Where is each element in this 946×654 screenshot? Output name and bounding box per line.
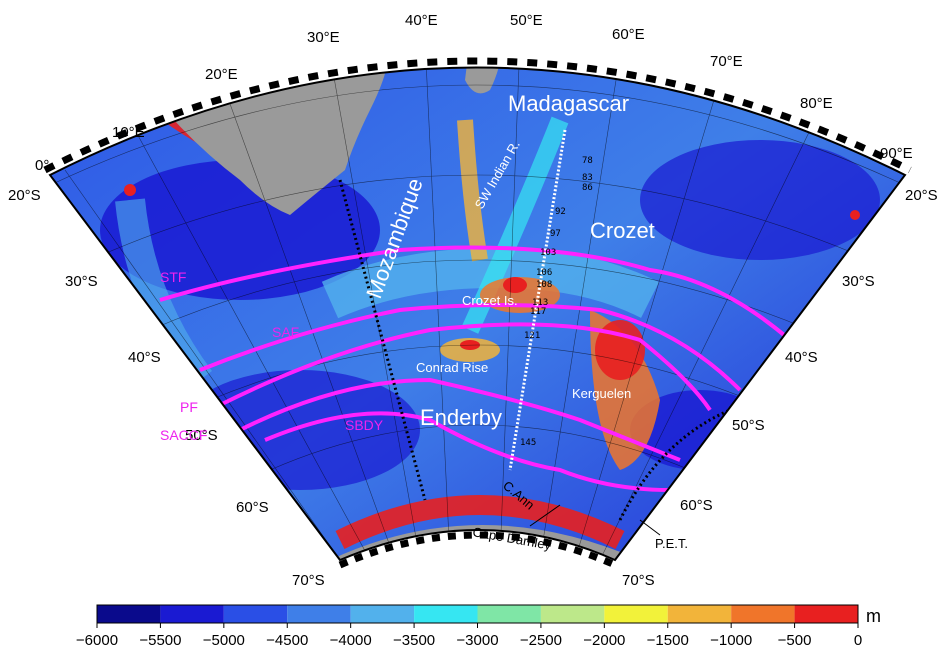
colorbar-segment (540, 605, 605, 623)
pf-label: PF (180, 399, 198, 415)
colorbar-tick-label: −1000 (710, 632, 752, 649)
pf-front (219, 322, 712, 412)
colorbar-segment (477, 605, 541, 623)
colorbar-tick-label: −5500 (139, 632, 181, 649)
track-num-106: 106 (536, 268, 552, 278)
lon-label-40: 40°E (405, 12, 438, 29)
graticule (50, 67, 905, 560)
colorbar-segment (604, 605, 668, 623)
track-num-83: 83 (582, 173, 593, 183)
colorbar-segment (731, 605, 795, 623)
colorbar-tick-label: 0 (854, 632, 862, 649)
colorbar-tick-label: −4500 (266, 632, 308, 649)
colorbar: −6000 −5500 −5000 −4500 −4000 −3500 −3000 −2500… (76, 604, 862, 649)
lon-label-10: 10°E (112, 124, 145, 141)
stf-label: STF (160, 269, 186, 285)
track-num-121: 121 (524, 331, 540, 341)
lat-left-20: 20°S (8, 187, 41, 204)
saccf-label: SACCF (160, 427, 207, 443)
colorbar-segment (667, 605, 732, 623)
map-frame (48, 66, 907, 562)
latitude-labels-left: 20°S 30°S 40°S 50°S 60°S 70°S (8, 187, 325, 589)
lat-right-20: 20°S (905, 187, 938, 204)
colorbar-tick-label: −2000 (583, 632, 625, 649)
lon-label-70: 70°E (710, 53, 743, 70)
track-num-117: 117 (530, 307, 546, 317)
colorbar-segment (97, 605, 161, 623)
colorbar-segment (160, 605, 224, 623)
latitude-labels-right: 20°S 30°S 40°S 50°S 60°S 70°S (622, 187, 938, 589)
saccf-front (239, 377, 681, 462)
longitude-labels: 0° 10°E 20°E 30°E 40°E 50°E 60°E 70°E 80… (35, 12, 913, 174)
track-num-108: 108 (536, 280, 552, 290)
saf-label: SAF (272, 324, 299, 340)
track-num-86: 86 (582, 183, 593, 193)
front-lines (159, 245, 792, 492)
stf-front (159, 245, 792, 342)
lon-label-30: 30°E (307, 29, 340, 46)
colorbar-tick-label: −4000 (330, 632, 372, 649)
sbdy-front (264, 411, 671, 492)
colorbar-segment (223, 605, 288, 623)
pet-pointer (639, 519, 661, 536)
colorbar-segment (287, 605, 351, 623)
lat-right-50: 50°S (732, 417, 765, 434)
sbdy-label: SBDY (345, 417, 384, 433)
track-numbers: 78 83 86 92 97 103 106 108 113 117 121 1… (520, 156, 593, 448)
track-num-103: 103 (540, 248, 556, 258)
ship-tracks (338, 129, 731, 521)
cape-darnley-pointer (529, 504, 561, 527)
madagascar-land (465, 67, 502, 94)
track-num-145: 145 (520, 438, 536, 448)
track-num-97: 97 (550, 229, 561, 239)
crozet-label: Crozet (590, 218, 655, 243)
saf-front (199, 303, 742, 392)
lat-left-30: 30°S (65, 273, 98, 290)
pet-label: P.E.T. (655, 536, 688, 551)
crozet-is-label: Crozet Is. (462, 293, 518, 308)
lat-right-30: 30°S (842, 273, 875, 290)
lat-left-60: 60°S (236, 499, 269, 516)
lon-label-0: 0° (35, 157, 49, 174)
indian-ridge-track (508, 129, 567, 471)
madagascar-label: Madagascar (508, 91, 629, 116)
lat-left-70: 70°S (292, 572, 325, 589)
lon-label-50: 50°E (510, 12, 543, 29)
mozambique-track (338, 179, 427, 501)
colorbar-tick-label: −2500 (520, 632, 562, 649)
colorbar-tick-label: −5000 (203, 632, 245, 649)
map-frame-outer-top (43, 57, 912, 174)
colorbar-tick-label: −3000 (456, 632, 498, 649)
lat-left-40: 40°S (128, 349, 161, 366)
lon-label-90: 90°E (880, 145, 913, 162)
front-labels: STF SAF PF SACCF SBDY (160, 269, 384, 443)
enderby-label: Enderby (420, 405, 502, 430)
track-num-78: 78 (582, 156, 593, 166)
lat-right-40: 40°S (785, 349, 818, 366)
lon-label-60: 60°E (612, 26, 645, 43)
colorbar-tick-label: −1500 (647, 632, 689, 649)
conrad-rise-label: Conrad Rise (416, 360, 488, 375)
track-num-113: 113 (532, 298, 548, 308)
lat-right-60: 60°S (680, 497, 713, 514)
colorbar-tick-label: −3500 (393, 632, 435, 649)
pet-track (618, 408, 731, 521)
units-label: m (866, 606, 881, 626)
lat-right-70: 70°S (622, 572, 655, 589)
colorbar-segment (414, 605, 478, 623)
lon-label-20: 20°E (205, 66, 238, 83)
lon-label-80: 80°E (800, 95, 833, 112)
colorbar-tick-label: −6000 (76, 632, 118, 649)
colorbar-segment (794, 605, 858, 623)
colorbar-tick-label: −500 (778, 632, 812, 649)
kerguelen-label: Kerguelen (572, 386, 631, 401)
track-num-92: 92 (555, 207, 566, 217)
colorbar-segment (350, 605, 415, 623)
lat-left-50: 50°S (185, 427, 218, 444)
map-frame-outer-bottom (338, 531, 617, 569)
